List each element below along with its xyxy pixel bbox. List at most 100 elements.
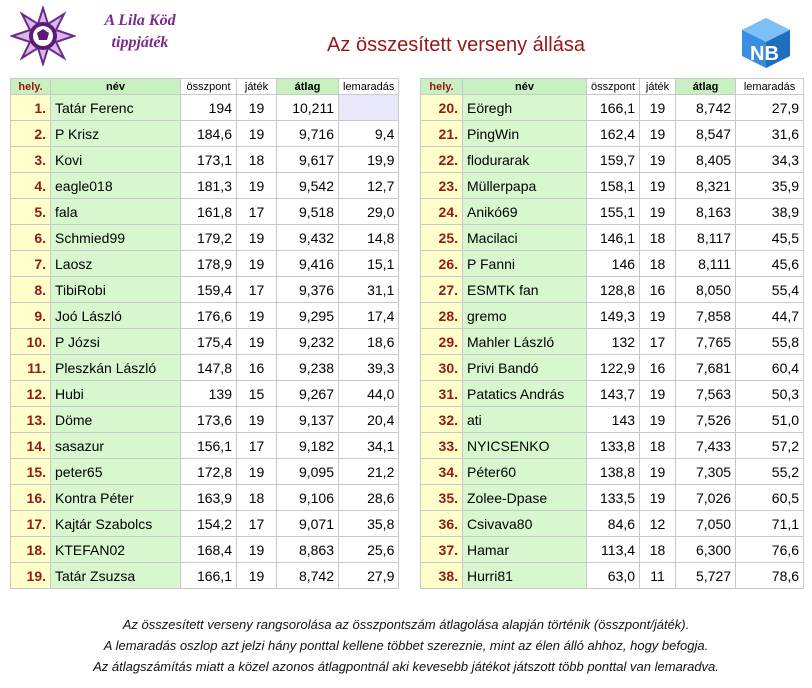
cell-behind: 12,7 bbox=[337, 172, 400, 199]
cell-name: gremo bbox=[462, 302, 587, 329]
cell-games: 18 bbox=[639, 224, 677, 251]
table-row: 12. Hubi 139 15 9,267 44,0 bbox=[10, 380, 400, 407]
cell-games: 19 bbox=[639, 406, 677, 433]
lila-kod-logo bbox=[10, 6, 76, 66]
cell-points: 133,8 bbox=[585, 432, 641, 459]
col-header-points: összpont bbox=[585, 78, 641, 95]
cell-points: 179,2 bbox=[180, 224, 237, 251]
cell-behind: 27,9 bbox=[735, 94, 805, 121]
cell-name: Kontra Péter bbox=[50, 484, 181, 511]
cell-rank: 28. bbox=[420, 302, 463, 329]
cell-behind: 27,9 bbox=[337, 562, 400, 589]
cell-points: 113,4 bbox=[585, 536, 641, 563]
standings-table-left: hely. név összpont játék átlag lemaradás… bbox=[10, 78, 400, 589]
cell-points: 173,1 bbox=[180, 146, 237, 173]
table-row: 33. NYICSENKO 133,8 18 7,433 57,2 bbox=[420, 432, 805, 459]
cell-name: Anikó69 bbox=[462, 198, 587, 225]
cell-name: Müllerpapa bbox=[462, 172, 587, 199]
cell-behind: 44,0 bbox=[337, 380, 400, 407]
table-row: 26. P Fanni 146 18 8,111 45,6 bbox=[420, 250, 805, 277]
table-row: 32. ati 143 19 7,526 51,0 bbox=[420, 406, 805, 433]
cell-rank: 18. bbox=[10, 536, 51, 563]
cell-games: 18 bbox=[639, 250, 677, 277]
table-row: 38. Hurri81 63,0 11 5,727 78,6 bbox=[420, 562, 805, 589]
cell-name: Tatár Zsuzsa bbox=[50, 562, 181, 589]
col-header-rank: hely. bbox=[420, 78, 463, 95]
cell-rank: 15. bbox=[10, 458, 51, 485]
cell-avg: 9,232 bbox=[276, 328, 339, 355]
cell-avg: 7,433 bbox=[675, 432, 737, 459]
cell-avg: 9,238 bbox=[276, 354, 339, 381]
cell-behind: 20,4 bbox=[337, 406, 400, 433]
table-row: 5. fala 161,8 17 9,518 29,0 bbox=[10, 198, 400, 225]
cell-rank: 30. bbox=[420, 354, 463, 381]
cell-games: 16 bbox=[236, 354, 277, 381]
cell-points: 147,8 bbox=[180, 354, 237, 381]
cell-name: P Fanni bbox=[462, 250, 587, 277]
table-row: 6. Schmied99 179,2 19 9,432 14,8 bbox=[10, 224, 400, 251]
cell-rank: 17. bbox=[10, 510, 51, 537]
cell-rank: 34. bbox=[420, 458, 463, 485]
table-row: 1. Tatár Ferenc 194 19 10,211 bbox=[10, 94, 400, 121]
cell-rank: 16. bbox=[10, 484, 51, 511]
cell-avg: 6,300 bbox=[675, 536, 737, 563]
cell-points: 175,4 bbox=[180, 328, 237, 355]
cell-name: Macilaci bbox=[462, 224, 587, 251]
cell-points: 155,1 bbox=[585, 198, 641, 225]
cell-avg: 8,405 bbox=[675, 146, 737, 173]
cell-rank: 23. bbox=[420, 172, 463, 199]
table-row: 11. Pleszkán László 147,8 16 9,238 39,3 bbox=[10, 354, 400, 381]
table-row: 28. gremo 149,3 19 7,858 44,7 bbox=[420, 302, 805, 329]
cell-behind: 44,7 bbox=[735, 302, 805, 329]
cell-name: Döme bbox=[50, 406, 181, 433]
cell-games: 19 bbox=[236, 328, 277, 355]
cell-behind: 35,9 bbox=[735, 172, 805, 199]
cell-games: 19 bbox=[639, 146, 677, 173]
cell-behind: 60,4 bbox=[735, 354, 805, 381]
cell-rank: 11. bbox=[10, 354, 51, 381]
cell-avg: 8,742 bbox=[276, 562, 339, 589]
cell-behind: 15,1 bbox=[337, 250, 400, 277]
brand-line-1: A Lila Köd bbox=[104, 12, 176, 29]
cell-rank: 33. bbox=[420, 432, 463, 459]
table-row: 22. flodurarak 159,7 19 8,405 34,3 bbox=[420, 146, 805, 173]
table-row: 35. Zolee-Dpase 133,5 19 7,026 60,5 bbox=[420, 484, 805, 511]
cell-games: 18 bbox=[236, 484, 277, 511]
table-row: 36. Csivava80 84,6 12 7,050 71,1 bbox=[420, 510, 805, 537]
page-title: Az összesített verseny állása bbox=[327, 34, 585, 56]
cell-games: 19 bbox=[236, 536, 277, 563]
cell-behind: 18,6 bbox=[337, 328, 400, 355]
footnote-2: A lemaradás oszlop azt jelzi hány pontta… bbox=[103, 638, 709, 653]
cell-name: KTEFAN02 bbox=[50, 536, 181, 563]
cell-games: 19 bbox=[639, 380, 677, 407]
table-row: 2. P Krisz 184,6 19 9,716 9,4 bbox=[10, 120, 400, 147]
cell-points: 122,9 bbox=[585, 354, 641, 381]
cell-name: Kajtár Szabolcs bbox=[50, 510, 181, 537]
cell-behind: 55,8 bbox=[735, 328, 805, 355]
cell-games: 19 bbox=[639, 484, 677, 511]
cell-behind: 78,6 bbox=[735, 562, 805, 589]
cell-games: 19 bbox=[236, 120, 277, 147]
cell-name: sasazur bbox=[50, 432, 181, 459]
table-row: 34. Péter60 138,8 19 7,305 55,2 bbox=[420, 458, 805, 485]
col-header-behind: lemaradás bbox=[735, 78, 805, 95]
cell-avg: 9,432 bbox=[276, 224, 339, 251]
cell-name: ati bbox=[462, 406, 587, 433]
cell-behind: 39,3 bbox=[337, 354, 400, 381]
cell-name: Patatics András bbox=[462, 380, 587, 407]
cell-name: flodurarak bbox=[462, 146, 587, 173]
cell-games: 17 bbox=[236, 198, 277, 225]
brand-line-2: tippjáték bbox=[111, 34, 169, 51]
table-row: 25. Macilaci 146,1 18 8,117 45,5 bbox=[420, 224, 805, 251]
cell-games: 17 bbox=[236, 510, 277, 537]
cell-points: 178,9 bbox=[180, 250, 237, 277]
cell-behind: 55,2 bbox=[735, 458, 805, 485]
nb-logo: NB bbox=[742, 18, 790, 68]
col-header-games: játék bbox=[236, 78, 277, 95]
cell-name: Kovi bbox=[50, 146, 181, 173]
cell-games: 18 bbox=[639, 432, 677, 459]
cell-name: Hamar bbox=[462, 536, 587, 563]
cell-games: 19 bbox=[236, 224, 277, 251]
nb-logo-letters: NB bbox=[750, 43, 779, 65]
cell-behind: 31,6 bbox=[735, 120, 805, 147]
